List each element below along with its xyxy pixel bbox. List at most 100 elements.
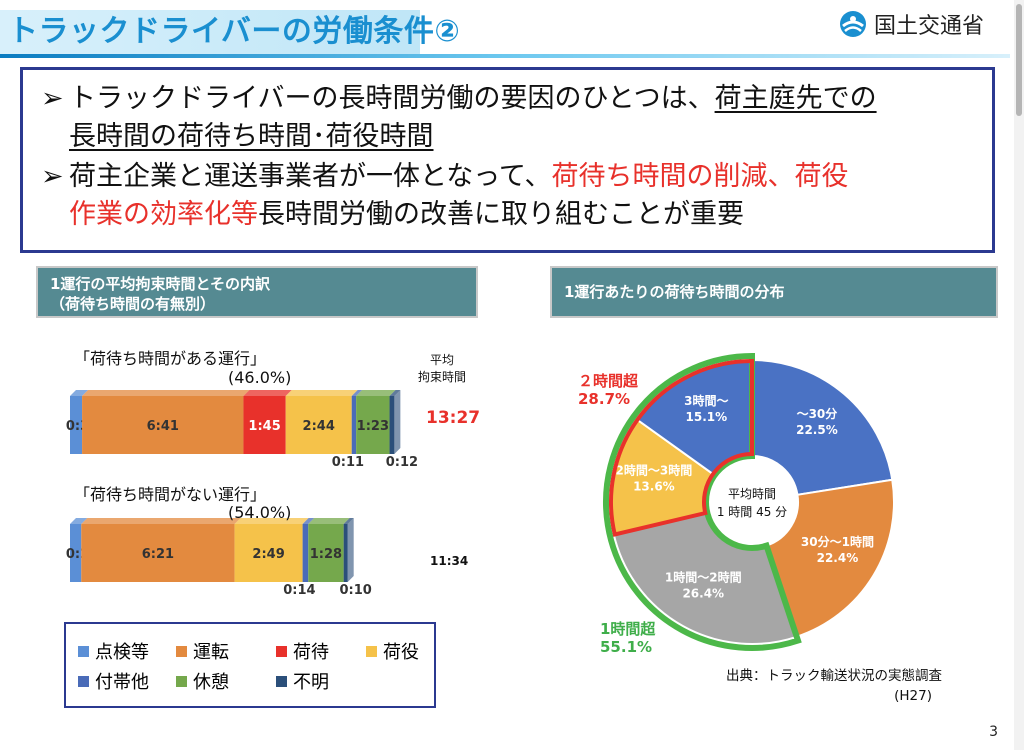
row1-pct: (46.0%) [228,368,292,387]
legend-item-inspection: 点検等 [78,638,149,664]
bar-segment [351,396,357,454]
bullet-2-red-2: 作業の効率化等 [69,199,258,230]
bar-segment [308,524,344,582]
bar-value-label: 0:11 [332,455,364,470]
bar-value-label: 0:14 [283,583,315,598]
legend-swatch [276,645,287,657]
bullet-1-text: トラックドライバーの長時間労働の要因のひとつは、 [69,83,715,114]
pie-slice-label: 3時間～ 15.1% [684,393,728,424]
bar-segment [285,396,352,454]
bar-value-label: 0:12 [386,455,418,470]
legend-swatch [276,675,287,687]
legend-label: 運転 [193,642,229,663]
avg-label: 平均 拘束時間 [418,352,466,386]
bar-value-label: 1:45 [248,419,280,434]
bar-segment [234,524,303,582]
legend-label: 不明 [293,672,329,693]
legend-item-unknown: 不明 [276,668,329,694]
pie-slice-label: 1時間～2時間 26.4% [665,569,742,600]
legend-label: 荷待 [293,642,329,663]
bar-value-label: 2:44 [303,419,335,434]
bar-value-label: 1:23 [357,419,389,434]
bar-value-label: 2:49 [252,547,284,562]
left-panel-header: 1運行の平均拘束時間とその内訳 （荷待ち時間の有無別） [36,266,478,318]
bullet-arrow-icon: ➢ [41,83,64,114]
bar-segment-top [243,390,292,396]
over-1h-pct: 55.1% [600,638,653,656]
bar-segment-top [70,390,89,396]
row1-label: 「荷待ち時間がある運行」 [74,349,267,368]
over-2h-pct: 28.7% [578,390,631,408]
bar-value-label: 0:10 [339,583,371,598]
legend-swatch [176,675,187,687]
scrollbar-track[interactable] [1014,0,1024,750]
pie-center [706,456,798,548]
over-2h-outline [609,358,754,537]
bar-side [394,390,401,454]
bar-segment-top [351,390,363,396]
bar-segment [302,524,309,582]
bullet-arrow-icon: ➢ [41,161,64,192]
legend-swatch [366,645,377,657]
row1-total: 13:27 [426,408,481,428]
bar-value-label: 6:41 [147,419,179,434]
bullet-1-cont: 長時間の荷待ち時間･荷役時間 [69,118,434,156]
bar-value-label: 6:21 [142,547,174,562]
legend-swatch [176,645,187,657]
left-panel-header-line1: 1運行の平均拘束時間とその内訳 [50,275,270,293]
legend-swatch [78,675,89,687]
bar-segment-top [234,518,309,524]
legend-item-waiting: 荷待 [276,638,329,664]
bar-segment [82,396,244,454]
bar-segment-top [70,518,88,524]
source-note: 出典：トラック輸送状況の実態調査 (H27) [726,666,942,706]
legend-label: 点検等 [95,642,149,663]
legend-label: 休憩 [193,672,229,693]
legend-item-ancillary: 付帯他 [78,668,149,694]
legend-label: 付帯他 [95,672,149,693]
waiting-time-pie-chart: ～30分 22.5% 30分～1時間 22.4% 1時間～2時間 26.4% 2時間～3時間… [603,352,895,651]
bar-segment-top [308,518,350,524]
over-1h-annotation: 1時間超 55.1% [600,620,655,656]
title-band: トラックドライバーの労働条件② 国土交通省 [0,0,1010,58]
pie-slice-label: ～30分 22.5% [796,406,838,437]
bullet-2: ➢ 荷主企業と運送事業者が一体となって、荷待ち時間の削減、荷役 [41,158,849,196]
bar-value-label: 1:28 [310,547,342,562]
legend-item-rest: 休憩 [176,668,229,694]
bar-segment-top [81,518,241,524]
bar-segment [70,524,82,582]
bar-segment [343,524,348,582]
bar-side [347,518,354,582]
bar-segment-top [285,390,358,396]
legend-item-driving: 運転 [176,638,229,664]
avg-label-line2: 拘束時間 [418,370,467,384]
row2-pct: (54.0%) [228,503,292,522]
ministry-name: 国土交通省 [873,14,984,39]
title-stripe [0,10,420,54]
legend: 点検等 運転 荷待 荷役 付帯他 休憩 不明 [64,622,436,708]
bar-segment [70,396,83,454]
row2-label: 「荷待ち時間がない運行」 [74,485,267,504]
scrollbar-thumb[interactable] [1016,4,1022,116]
bar-segment-top [389,390,401,396]
bullet-1: ➢ トラックドライバーの長時間労働の要因のひとつは、荷主庭先での [41,80,877,118]
page-title: トラックドライバーの労働条件② [8,14,461,49]
pie-slice-label: 30分～1時間 22.4% [801,534,874,565]
bullet-1-underline-1: 荷主庭先での [714,83,877,114]
bar-segment [81,524,235,582]
source-line2: (H27) [894,688,932,704]
bullet-2-text-2: 長時間労働の改善に取り組むことが重要 [258,199,744,230]
stacked-bar-chart: 0:306:411:452:440:111:230:120:286:212:49… [66,390,418,598]
over-1h-outline [603,352,802,651]
bullet-2-red-1: 荷待ち時間の削減、荷役 [551,161,849,192]
ministry-logo: 国土交通省 [838,8,984,40]
legend-swatch [78,645,89,657]
bullet-2-cont: 作業の効率化等長時間労働の改善に取り組むことが重要 [69,196,744,234]
key-points-box: ➢ トラックドライバーの長時間労働の要因のひとつは、荷主庭先での 長時間の荷待ち時… [20,67,995,253]
pie-center-text: 平均時間 1 時間 45 分 [717,487,787,519]
right-panel-header: 1運行あたりの荷待ち時間の分布 [550,266,998,318]
bar-segment-top [302,518,315,524]
bar-segment-top [343,518,354,524]
over-2h-annotation: ２時間超 28.7% [578,372,638,408]
bar-segment [356,396,390,454]
